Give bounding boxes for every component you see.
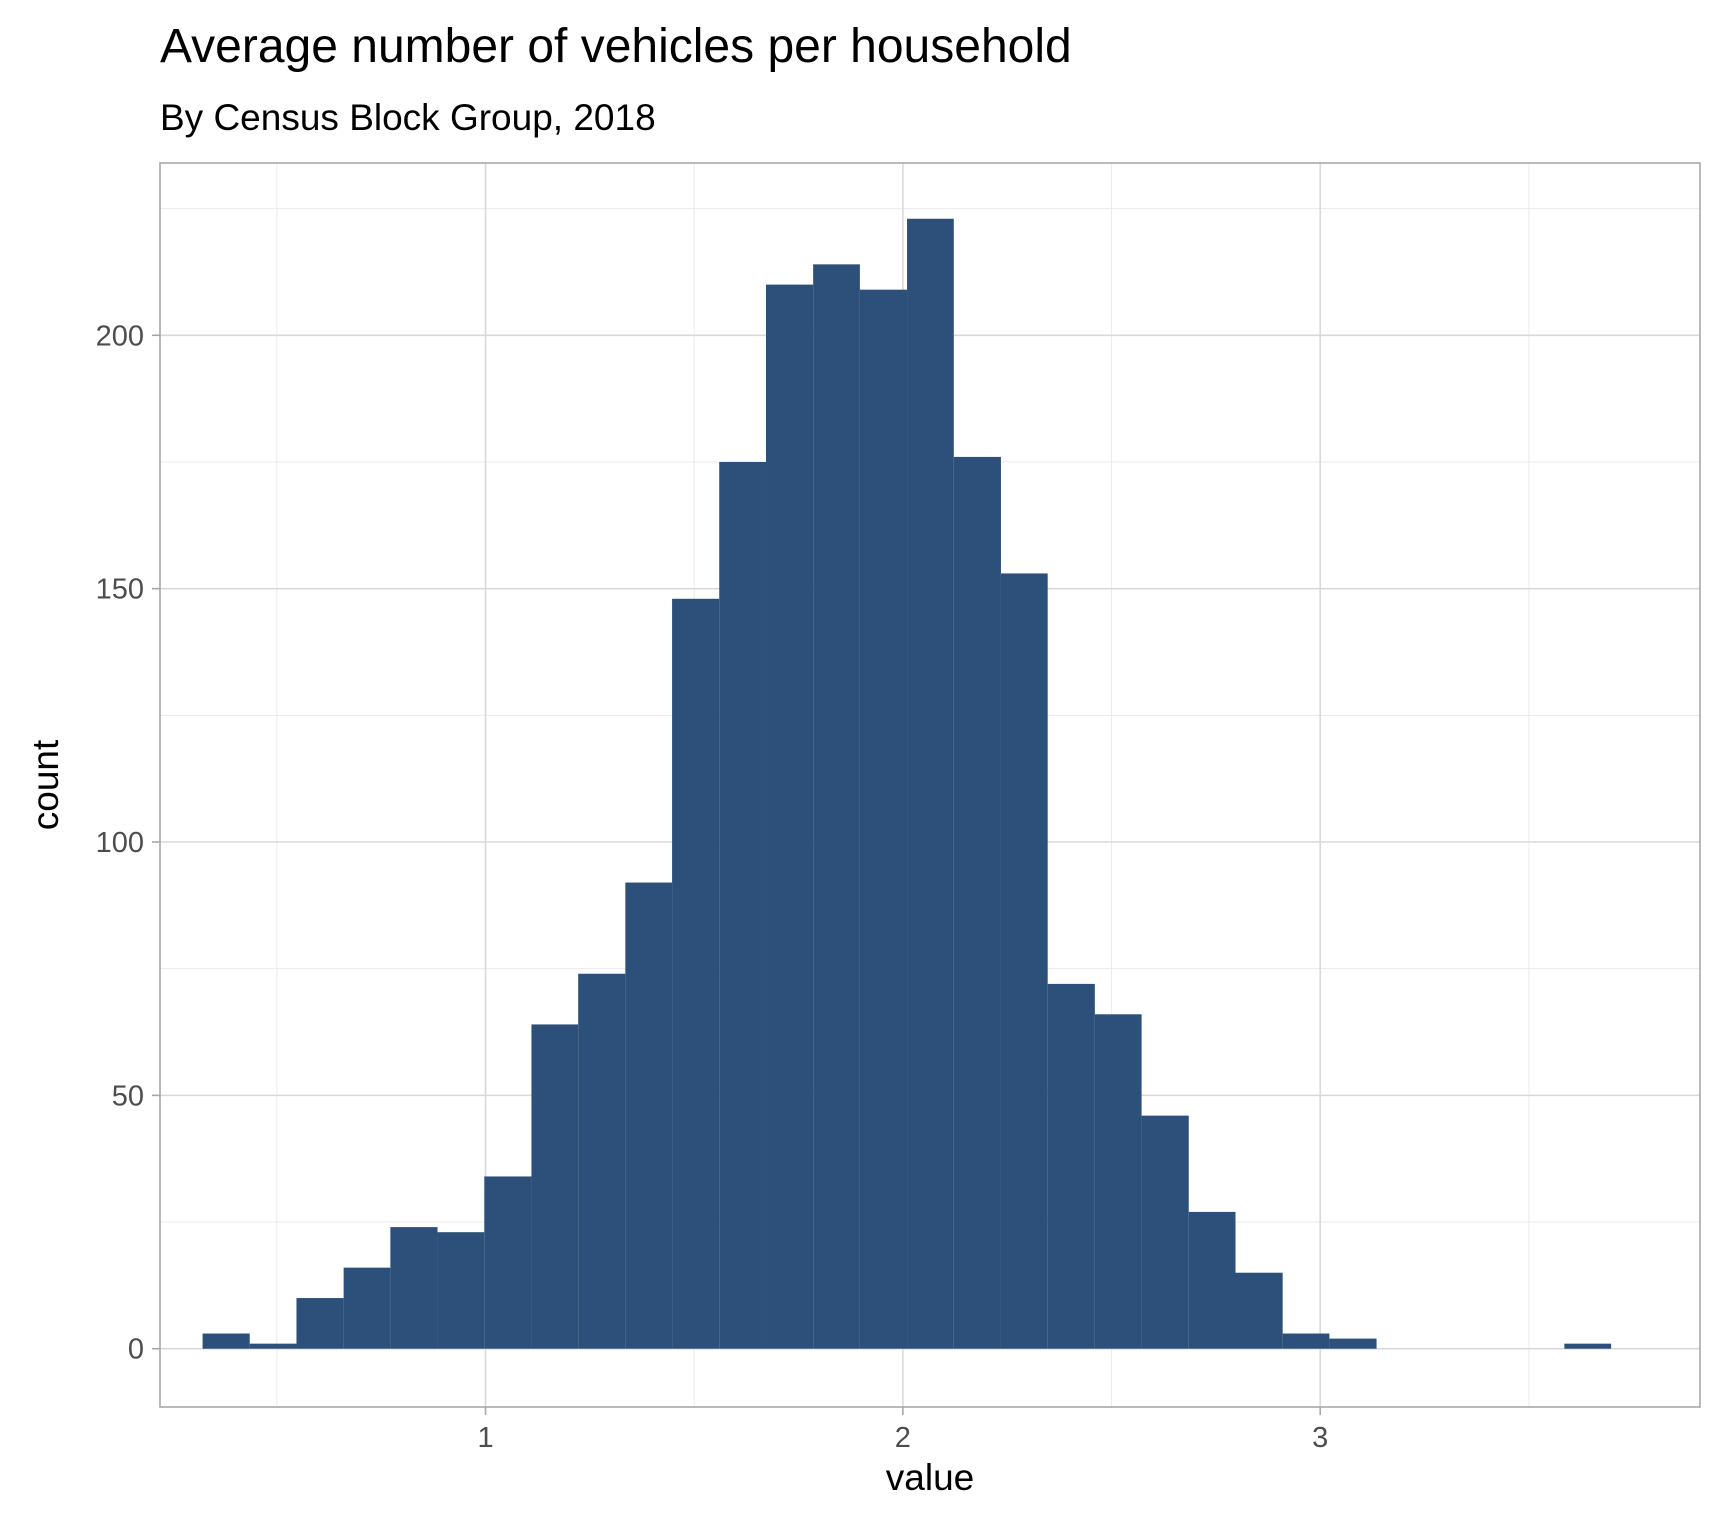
histogram-bar	[531, 1024, 578, 1348]
histogram-bar	[203, 1334, 250, 1349]
histogram-bar	[672, 599, 719, 1349]
y-tick-label: 200	[96, 320, 144, 352]
histogram-bar	[766, 285, 813, 1349]
histogram-bar	[250, 1344, 297, 1349]
histogram-bar	[1329, 1339, 1376, 1349]
chart-subtitle: By Census Block Group, 2018	[160, 97, 656, 138]
histogram-bar	[484, 1176, 531, 1348]
chart-title: Average number of vehicles per household	[160, 20, 1072, 73]
x-tick-label: 3	[1312, 1422, 1328, 1454]
y-tick-label: 0	[128, 1334, 144, 1366]
y-tick-label: 100	[96, 827, 144, 859]
x-tick-label: 1	[477, 1422, 493, 1454]
histogram-bar	[1048, 984, 1095, 1349]
x-axis-ticks: 1 2 3	[477, 1407, 1328, 1454]
histogram-bar	[813, 264, 860, 1348]
histogram-bar	[578, 974, 625, 1349]
histogram-bar	[1189, 1212, 1236, 1349]
y-axis-ticks: 0 50 100 150 200	[96, 320, 160, 1365]
histogram-bar	[1142, 1116, 1189, 1349]
histogram-bar	[344, 1268, 391, 1349]
x-tick-label: 2	[895, 1422, 911, 1454]
x-axis-title: value	[886, 1457, 974, 1498]
histogram-bar	[1564, 1344, 1611, 1349]
histogram-bar	[296, 1298, 343, 1349]
y-tick-label: 150	[96, 574, 144, 606]
histogram-bar	[1095, 1014, 1142, 1348]
histogram-bar	[907, 219, 954, 1349]
histogram-bar	[860, 290, 907, 1349]
histogram-bar	[1001, 573, 1048, 1348]
histogram-bar	[1283, 1334, 1330, 1349]
y-axis-title: count	[25, 739, 66, 830]
histogram-bar	[438, 1232, 485, 1349]
histogram-bar	[390, 1227, 437, 1349]
histogram-bar	[954, 457, 1001, 1349]
histogram-bar	[1235, 1273, 1282, 1349]
y-tick-label: 50	[112, 1080, 144, 1112]
histogram-bar	[625, 883, 672, 1349]
histogram-bar	[719, 462, 766, 1349]
histogram-bars	[203, 219, 1612, 1349]
